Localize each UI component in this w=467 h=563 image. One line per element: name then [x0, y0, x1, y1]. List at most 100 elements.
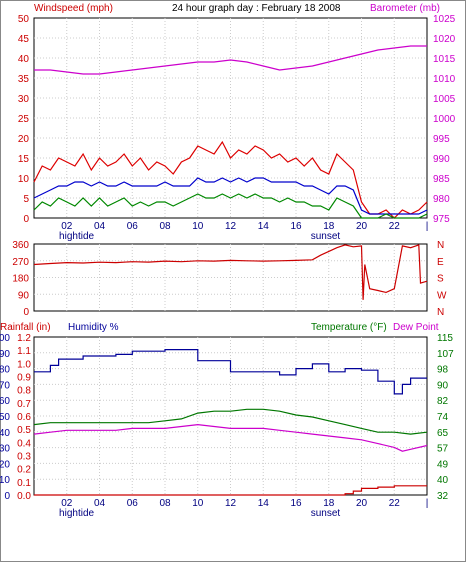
wind-barometer-panel: 0510152025303540455097598098599099510001…: [18, 14, 456, 242]
x-event-label: hightide: [59, 508, 94, 519]
humidity-temperature-panel: 0 10 20 30 40 50 60 70 80 90 100 0.0 0.1 0.2 0.3 0.4 0.5…: [0, 333, 454, 519]
left-axis-tick-label: 80: [0, 365, 10, 376]
left-axis-tick-label: 100: [0, 333, 10, 344]
x-tick-label: 20: [356, 498, 368, 509]
left-axis-tick-label: 40: [0, 428, 10, 439]
left-axis-tick-label: 0.3: [17, 452, 31, 463]
left-axis-tick-label: 10: [0, 475, 10, 486]
right-axis-tick-label: 65: [437, 428, 449, 439]
right-axis-tick-label: 90: [437, 380, 449, 391]
x-tick-label: |: [426, 498, 429, 509]
left-axis-tick-label: 20: [0, 459, 10, 470]
left-axis-tick-label: 180: [12, 274, 29, 285]
right-axis-tick-label: 74: [437, 412, 449, 423]
right-axis-tick-label: 115: [437, 333, 453, 344]
x-tick-label: 10: [192, 498, 204, 509]
right-axis-tick-label: 98: [437, 365, 449, 376]
left-axis-tick-label: 0.6: [17, 412, 31, 423]
left-axis-tick-label: 15: [18, 154, 30, 165]
x-tick-label: 20: [356, 221, 368, 232]
right-axis-tick-label: N: [437, 307, 444, 318]
left-axis-tick-label: 90: [18, 290, 30, 301]
right-axis-tick-label: 995: [433, 134, 450, 145]
x-tick-label: |: [426, 221, 429, 232]
right-axis-tick-label: 1000: [433, 114, 456, 125]
right-axis-tick-label: W: [437, 290, 447, 301]
right-axis-tick-label: 40: [437, 475, 449, 486]
x-tick-label: 04: [94, 498, 106, 509]
series-line-humidity-: [34, 349, 427, 395]
series-line-dew-point: [33, 423, 428, 452]
series-line-windspeed-mph-: [33, 140, 428, 219]
series-line-rainfall-in-: [34, 485, 427, 496]
left-axis-tick-label: 0.4: [17, 438, 31, 449]
left-axis-tick-label: 1.0: [17, 359, 31, 370]
dewpoint-axis-label: Dew Point: [393, 322, 439, 333]
left-axis-tick-label: 25: [18, 114, 30, 125]
left-axis-tick-label: 40: [18, 54, 30, 65]
right-axis-tick-label: 1005: [433, 94, 456, 105]
barometer-axis-label: Barometer (mb): [370, 3, 440, 14]
left-axis-tick-label: 60: [0, 396, 10, 407]
x-tick-label: 06: [127, 221, 139, 232]
x-tick-label: 16: [290, 498, 302, 509]
right-axis-tick-label: 1025: [433, 14, 456, 25]
left-axis-tick-label: 1.1: [17, 346, 31, 357]
left-axis-tick-label: 0.8: [17, 386, 31, 397]
x-tick-label: 06: [127, 498, 139, 509]
x-event-label: sunset: [311, 231, 341, 242]
right-axis-tick-label: 82: [437, 396, 449, 407]
left-axis-tick-label: 0.7: [17, 399, 31, 410]
right-axis-tick-label: 990: [433, 154, 450, 165]
x-tick-label: 16: [290, 221, 302, 232]
right-axis-tick-label: N: [437, 240, 444, 251]
left-axis-tick-label: 70: [0, 380, 10, 391]
left-axis-tick-label: 1.2: [17, 333, 31, 344]
rainfall-axis-label: Rainfall (in): [0, 322, 51, 333]
left-axis-tick-label: 50: [18, 14, 30, 25]
x-tick-label: 22: [389, 498, 401, 509]
left-axis-tick-label: 50: [0, 412, 10, 423]
left-axis-tick-label: 5: [23, 194, 29, 205]
right-axis-tick-label: 1010: [433, 74, 456, 85]
x-tick-label: 08: [159, 221, 171, 232]
right-axis-tick-label: 32: [437, 491, 449, 502]
x-tick-label: 12: [225, 221, 237, 232]
left-axis-tick-label: 30: [18, 94, 30, 105]
right-axis-tick-label: E: [437, 257, 444, 268]
windspeed-axis-label: Windspeed (mph): [34, 3, 113, 14]
x-tick-label: 14: [258, 221, 270, 232]
right-axis-tick-label: 980: [433, 194, 450, 205]
right-axis-tick-label: 1015: [433, 54, 456, 65]
right-axis-tick-label: S: [437, 274, 444, 285]
x-tick-label: 18: [323, 498, 335, 509]
x-tick-label: 10: [192, 221, 204, 232]
left-axis-tick-label: 35: [18, 74, 30, 85]
left-axis-tick-label: 0.5: [17, 425, 31, 436]
series-line-windspeed-low: [33, 193, 428, 219]
x-tick-label: 18: [323, 221, 335, 232]
series-line-wind-direction: [33, 244, 428, 300]
x-tick-label: 08: [159, 498, 171, 509]
left-axis-tick-label: 0: [23, 214, 29, 225]
right-axis-tick-label: 985: [433, 174, 450, 185]
series-line-windspeed-average: [33, 177, 428, 215]
series-line-barometer-mb-: [34, 45, 427, 75]
left-axis-tick-label: 30: [0, 444, 10, 455]
left-axis-tick-label: 0: [4, 491, 10, 502]
x-tick-label: 14: [258, 498, 270, 509]
right-axis-tick-label: 1020: [433, 34, 456, 45]
right-axis-tick-label: 57: [437, 444, 449, 455]
humidity-axis-label: Humidity %: [68, 322, 119, 333]
left-axis-tick-label: 360: [12, 240, 29, 251]
x-tick-label: 02: [61, 221, 73, 232]
x-event-label: sunset: [311, 508, 341, 519]
series-line-temperature-f-: [33, 408, 428, 435]
left-axis-tick-label: 0: [23, 307, 29, 318]
x-tick-label: 12: [225, 498, 237, 509]
x-event-label: hightide: [59, 231, 94, 242]
left-axis-tick-label: 0.2: [17, 465, 31, 476]
left-axis-tick-label: 90: [0, 349, 10, 360]
